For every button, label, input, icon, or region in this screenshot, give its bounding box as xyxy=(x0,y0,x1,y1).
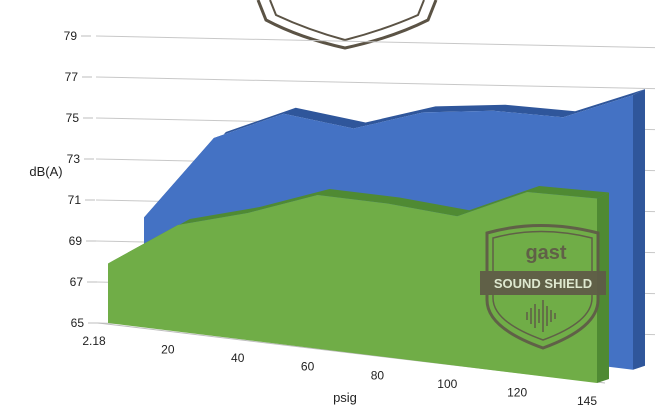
y-tick-label: 75 xyxy=(66,111,80,125)
x-tick-label: 145 xyxy=(577,394,597,408)
y-tick-label: 71 xyxy=(68,193,82,207)
y-tick-label: 73 xyxy=(67,152,81,166)
x-tick-label: 40 xyxy=(231,351,245,365)
sound-wave-icon xyxy=(526,300,556,332)
grid-line xyxy=(95,76,655,90)
grid-line xyxy=(95,35,655,49)
top-shield-emblem xyxy=(256,0,438,50)
badge-brand: gast xyxy=(525,242,566,264)
series-layer xyxy=(107,89,645,383)
badge-product: SOUND SHIELD xyxy=(494,276,592,291)
y-tick-label: 65 xyxy=(71,316,85,330)
x-tick-label: 20 xyxy=(161,343,175,357)
y-axis-ticks: 65 67 69 71 73 75 77 79 xyxy=(64,29,98,330)
series-1-side-face xyxy=(633,89,645,370)
series-2-area xyxy=(108,191,597,383)
y-tick-label: 67 xyxy=(70,275,84,289)
y-tick-label: 77 xyxy=(65,70,79,84)
series-2-top-band xyxy=(108,185,609,264)
x-tick-label: 80 xyxy=(371,368,385,382)
x-tick-label: 100 xyxy=(437,377,457,391)
y-tick-label: 69 xyxy=(69,234,83,248)
sound-shield-badge: gast SOUND SHIELD xyxy=(480,224,606,350)
x-axis-ticks: 2.18 20 40 60 80 100 120 145 xyxy=(82,334,597,408)
x-tick-label: 60 xyxy=(301,360,315,374)
x-tick-label: 2.18 xyxy=(82,334,106,348)
x-axis-title: psig xyxy=(333,390,357,405)
x-tick-label: 120 xyxy=(507,385,527,399)
badge-banner xyxy=(480,271,606,295)
y-tick-label: 79 xyxy=(64,29,78,43)
y-axis-title: dB(A) xyxy=(29,164,62,179)
